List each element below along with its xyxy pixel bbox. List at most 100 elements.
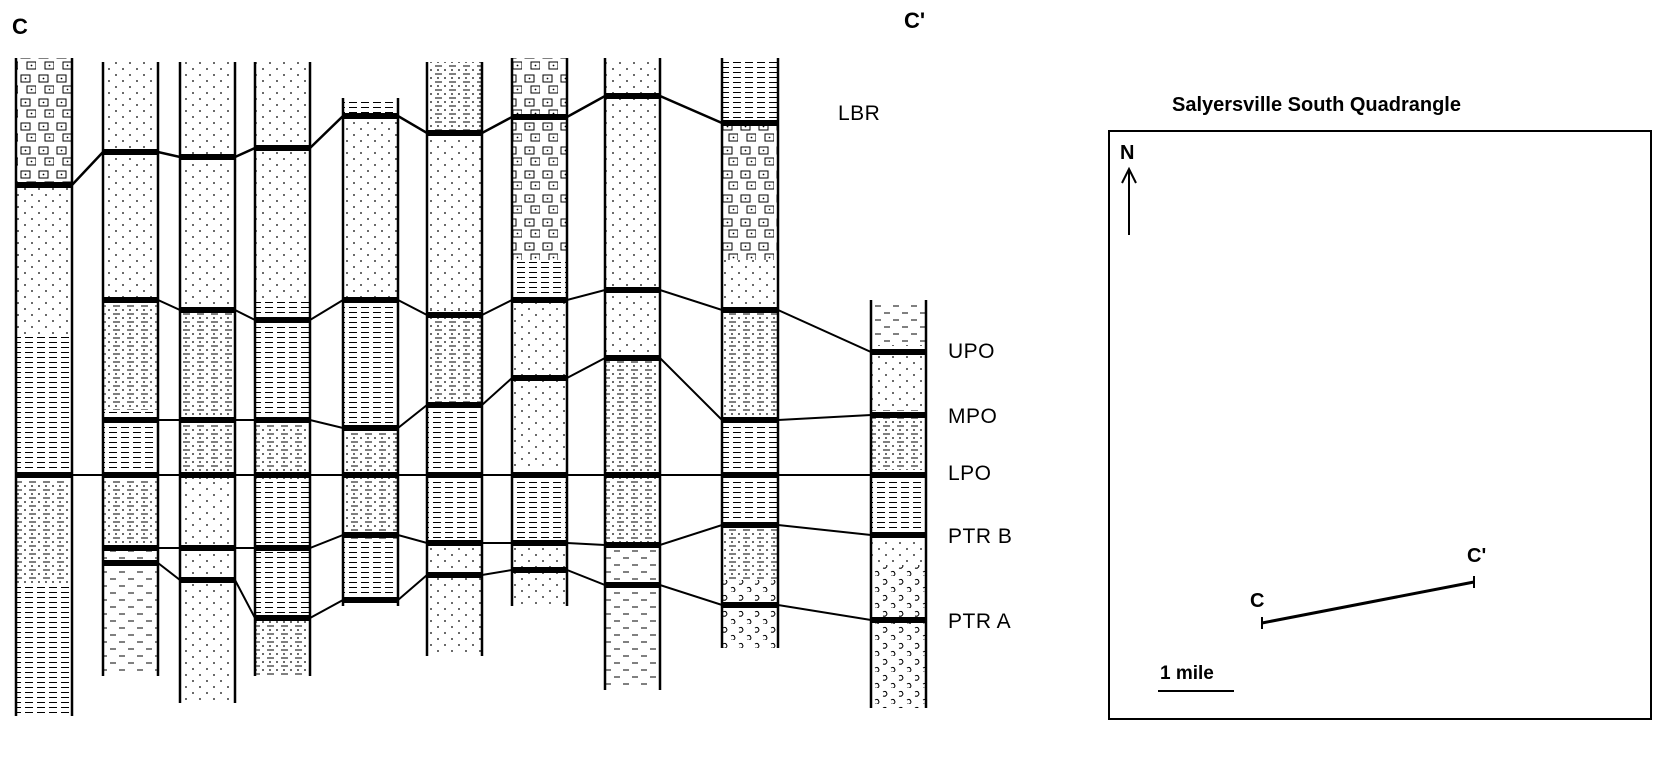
lithology-segment (255, 620, 310, 676)
well-column (425, 62, 484, 656)
well-column (178, 62, 237, 703)
bed-marker (605, 542, 660, 548)
bed-marker (512, 114, 567, 120)
lithology-segment (16, 58, 72, 185)
well-column (14, 58, 74, 716)
bed-marker (16, 472, 72, 478)
bed-marker (605, 582, 660, 588)
location-map (1108, 130, 1652, 720)
unit-label-lpo: LPO (948, 462, 992, 485)
bed-marker (180, 545, 235, 551)
lithology-segment (255, 420, 310, 480)
bed-marker (427, 312, 482, 318)
unit-label-ptra: PTR A (948, 610, 1012, 633)
lithology-segment (512, 118, 567, 260)
bed-marker (427, 402, 482, 408)
bed-marker (103, 417, 158, 423)
lithology-segment (16, 585, 72, 716)
map-title: Salyersville South Quadrangle (1172, 94, 1461, 116)
lithology-segment (722, 122, 778, 260)
bed-marker (180, 577, 235, 583)
bed-marker (343, 113, 398, 119)
lithology-segment (871, 410, 926, 470)
bed-marker (427, 130, 482, 136)
unit-label-mpo: MPO (948, 405, 998, 428)
lithology-segment (103, 480, 158, 545)
bed-marker (512, 472, 567, 478)
bed-marker (180, 307, 235, 313)
lithology-segment (722, 420, 778, 470)
well-column (253, 62, 312, 676)
unit-label-upo: UPO (948, 340, 996, 363)
north-label: N (1120, 142, 1135, 164)
bed-marker (512, 297, 567, 303)
bed-marker (512, 540, 567, 546)
lithology-segment (871, 345, 926, 410)
well-column (341, 98, 400, 606)
well-column (720, 58, 780, 648)
lithology-segment (180, 480, 235, 703)
scale-bar (1158, 690, 1234, 692)
lithology-segment (180, 62, 235, 158)
lithology-segment (343, 540, 398, 606)
bed-marker (343, 597, 398, 603)
lithology-segment (871, 535, 926, 565)
unit-label-ptrb: PTR B (948, 525, 1013, 548)
bed-marker (103, 297, 158, 303)
well-column (869, 300, 928, 708)
lithology-segment (103, 150, 158, 300)
bed-marker (180, 472, 235, 478)
lithology-segment (871, 470, 926, 535)
lithology-segment (255, 150, 310, 300)
bed-marker (722, 602, 778, 608)
bed-marker (255, 472, 310, 478)
lithology-segment (180, 158, 235, 310)
bed-marker (103, 149, 158, 155)
lithology-segment (722, 470, 778, 525)
section-start-label: C (12, 14, 28, 39)
lithology-segment (255, 62, 310, 150)
lithology-segment (16, 185, 72, 335)
bed-marker (871, 412, 926, 418)
section-end-label: C' (904, 8, 926, 33)
lithology-segment (722, 525, 778, 580)
bed-marker (180, 154, 235, 160)
bed-marker (605, 355, 660, 361)
bed-marker (255, 145, 310, 151)
lithology-segment (427, 480, 482, 545)
lithology-segment (16, 335, 72, 480)
lithology-segment (605, 545, 660, 690)
lithology-segment (103, 300, 158, 410)
bed-marker (343, 425, 398, 431)
lithology-segment (512, 375, 567, 470)
map-line-end-label: C' (1467, 545, 1487, 567)
bed-marker (871, 349, 926, 355)
section-line-icon (1261, 576, 1475, 629)
lithology-segment (427, 310, 482, 405)
lithology-segment (871, 300, 926, 345)
lithology-segment (512, 470, 567, 540)
lithology-segment (605, 96, 660, 280)
bed-marker (103, 560, 158, 566)
lithology-segment (722, 310, 778, 420)
bed-marker (255, 417, 310, 423)
bed-marker (255, 545, 310, 551)
lithology-segment (427, 545, 482, 656)
unit-label-lbr: LBR (838, 102, 881, 125)
bed-marker (722, 307, 778, 313)
north-arrow-icon (1121, 166, 1137, 235)
lithology-segment (871, 565, 926, 708)
lithology-segment (427, 135, 482, 310)
lithology-segment (343, 118, 398, 300)
map-line-start-label: C (1250, 590, 1265, 612)
bed-marker (255, 615, 310, 621)
bed-marker (103, 545, 158, 551)
bed-marker (255, 317, 310, 323)
bed-marker (103, 472, 158, 478)
lithology-segment (512, 260, 567, 300)
well-column (510, 58, 569, 606)
bed-marker (343, 532, 398, 538)
cross-section-diagram (14, 58, 928, 716)
lithology-segment (343, 480, 398, 540)
well-column (603, 58, 662, 690)
